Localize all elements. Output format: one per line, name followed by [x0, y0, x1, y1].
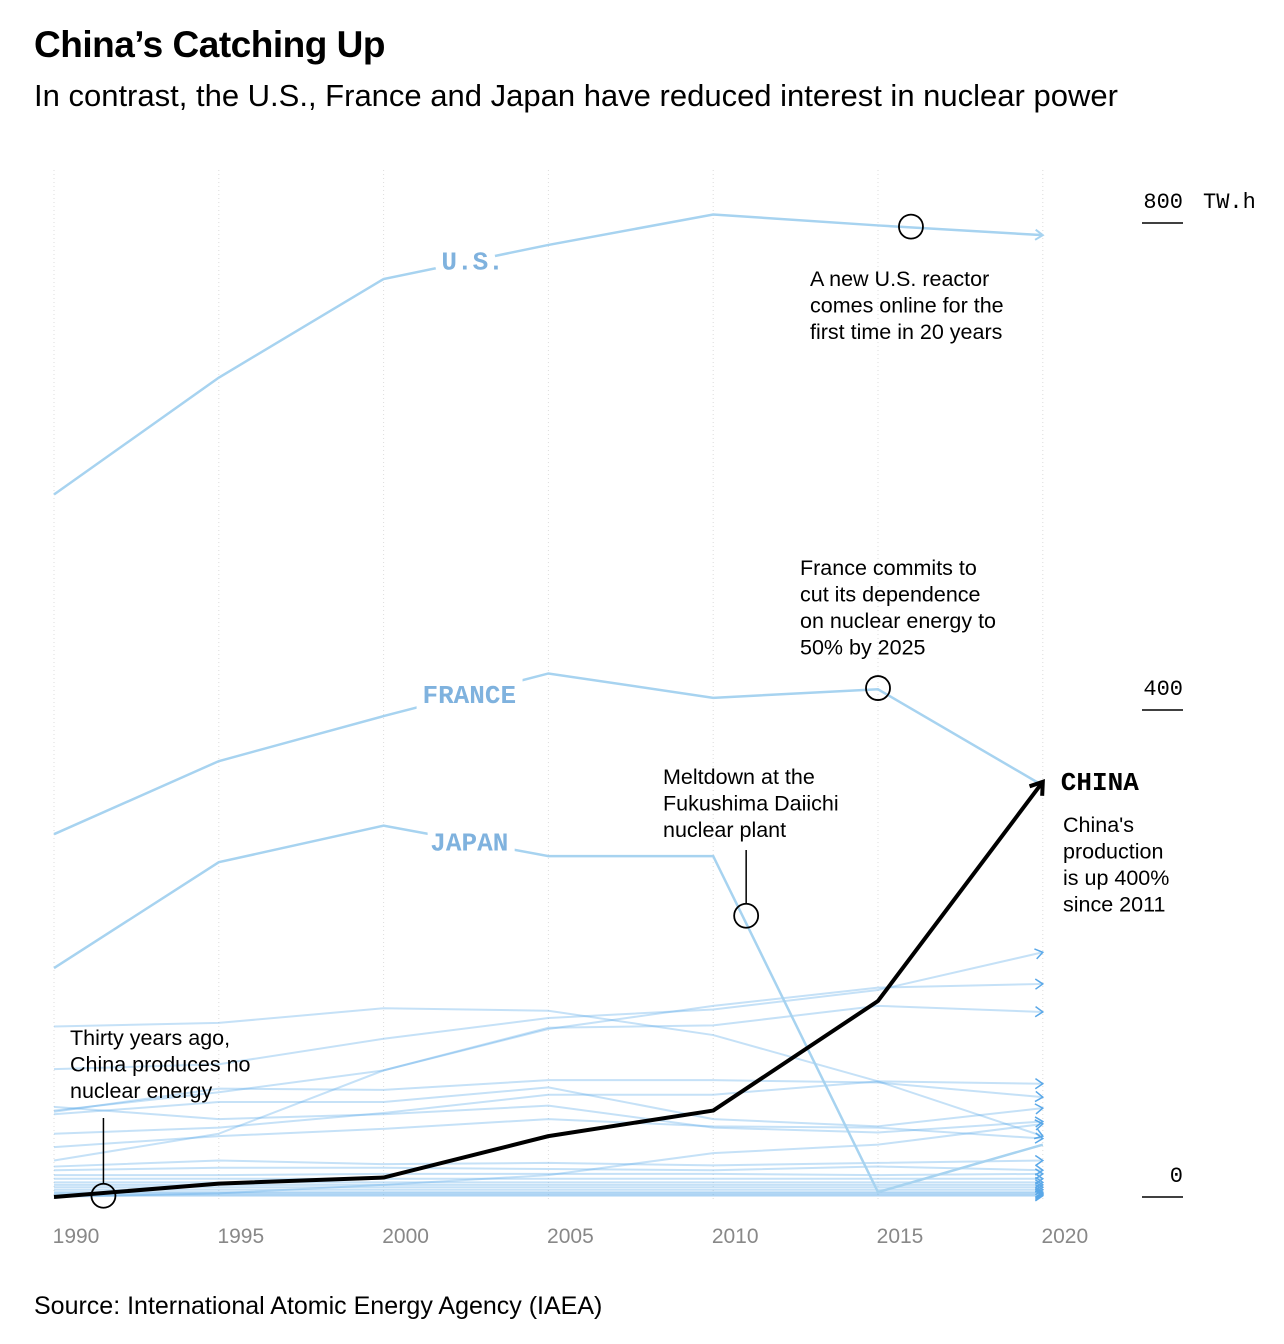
annotation-text-china2020: China's production is up 400% since 2011	[1063, 813, 1169, 917]
series-line-other-2	[53, 951, 1044, 1071]
series-other-4-arrowhead	[1034, 1005, 1045, 1018]
series-label-us: U.S.	[441, 248, 503, 278]
series-other-6-arrowhead	[1034, 1077, 1045, 1090]
series-other-11-arrowhead	[1034, 1154, 1045, 1167]
china-series	[53, 779, 1045, 1199]
series-line-other-4	[53, 1004, 1043, 1162]
series-line-other-10	[53, 1122, 1043, 1198]
series-other-9-arrowhead	[1034, 1132, 1045, 1144]
series-other-3-arrowhead	[1034, 978, 1045, 990]
axes: 0 400 800 TW.h 1990 1995 2000 2005 2010 2015 2020	[53, 190, 1256, 1248]
series-other-10-arrowhead	[1034, 1119, 1045, 1131]
chart-subtitle: In contrast, the U.S., France and Japan …	[34, 78, 1118, 113]
annotation-text-us: A new U.S. reactor comes online for the fi…	[810, 267, 1004, 344]
chart-title: China’s Catching Up	[34, 24, 385, 65]
source-note: Source: International Atomic Energy Agen…	[34, 1292, 603, 1320]
annotation-text-china1990: Thirty years ago, China produces no nuclea…	[70, 1026, 251, 1103]
series-other-5-arrowhead	[1034, 1090, 1045, 1103]
series-line-other-6	[53, 1080, 1043, 1135]
y-tick-label-800: 800	[1143, 190, 1183, 215]
annotation-text-france: France commits to cut its dependence on nu…	[800, 556, 996, 660]
series-line-other-13	[54, 1172, 1043, 1177]
series-other-1-arrowhead	[1033, 1128, 1045, 1140]
series-other-2-arrowhead	[1034, 948, 1045, 960]
x-tick-label-1990: 1990	[53, 1225, 100, 1248]
annotation-marker-france	[865, 675, 891, 701]
series-other-22-arrowhead	[1034, 1190, 1045, 1202]
annotation-marker-us	[898, 213, 924, 240]
series-label-japan: JAPAN	[430, 828, 508, 858]
x-tick-label-1995: 1995	[217, 1225, 264, 1248]
x-tick-label-2015: 2015	[877, 1225, 924, 1248]
series-label-china: CHINA	[1061, 768, 1139, 798]
series-line-other-11	[53, 1159, 1043, 1168]
series-line-other-12	[53, 1165, 1043, 1172]
series-line-other-8	[53, 1104, 1043, 1134]
series-line-other-1	[53, 1007, 1044, 1138]
series-line-other-5	[53, 1079, 1043, 1113]
series-other-12-arrowhead	[1034, 1164, 1045, 1176]
series-other-8-arrowhead	[1034, 1116, 1045, 1128]
series-line-japan	[53, 824, 1044, 1194]
annotation-text-japan: Meltdown at the Fukushima Daiichi nuclear …	[663, 765, 839, 842]
x-tick-label-2020: 2020	[1041, 1225, 1088, 1248]
highlighted-series	[53, 213, 1045, 1194]
series-other-19-arrowhead	[1034, 1186, 1045, 1198]
series-us-arrowhead	[1034, 228, 1045, 241]
series-other-20-arrowhead	[1034, 1187, 1045, 1200]
series-other-21-arrowhead	[1034, 1188, 1045, 1201]
y-axis-unit: TW.h	[1203, 190, 1256, 215]
series-china-arrowhead	[1028, 779, 1045, 796]
series-other-13-arrowhead	[1034, 1168, 1045, 1180]
x-tick-label-2005: 2005	[547, 1225, 594, 1248]
series-line-china	[53, 780, 1045, 1199]
annotations: A new U.S. reactor comes online for the fi…	[70, 213, 1169, 1209]
series-line-other-7	[53, 1086, 1043, 1128]
series-line-other-3	[53, 982, 1043, 1112]
x-tick-label-2000: 2000	[382, 1225, 429, 1248]
x-tick-label-2010: 2010	[712, 1225, 759, 1248]
series-line-us	[53, 213, 1043, 496]
y-tick-label-0: 0	[1170, 1164, 1183, 1189]
series-line-other-9	[53, 1118, 1043, 1149]
series-line-france	[53, 672, 1044, 836]
series-other-7-arrowhead	[1034, 1103, 1045, 1115]
series-label-france: FRANCE	[422, 681, 516, 711]
y-tick-label-400: 400	[1143, 677, 1183, 702]
